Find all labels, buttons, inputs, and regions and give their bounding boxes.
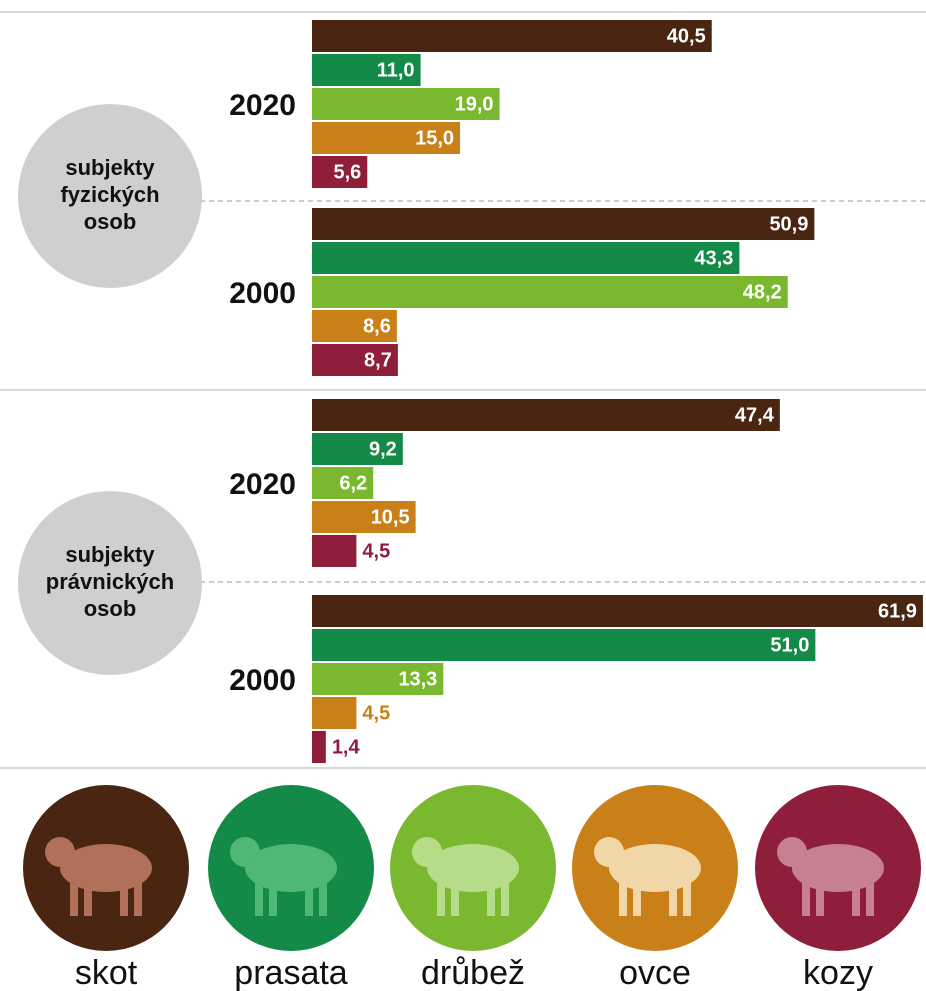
value-label: 48,2 <box>743 281 782 303</box>
icon-leg <box>866 878 874 916</box>
icon-leg <box>487 878 495 916</box>
icon-leg <box>305 878 313 916</box>
animal-icon <box>594 837 701 916</box>
bar <box>312 731 326 763</box>
year-label: 2000 <box>229 277 296 310</box>
animal-icon <box>412 837 519 916</box>
icon-leg <box>816 878 824 916</box>
bar <box>312 242 740 274</box>
value-label: 4,5 <box>362 702 390 724</box>
icon-leg <box>451 878 459 916</box>
group-circle <box>18 491 202 675</box>
value-label: 61,9 <box>878 600 917 622</box>
icon-head <box>594 837 624 867</box>
group-circle <box>18 104 202 288</box>
bar <box>312 344 398 376</box>
icon-leg <box>669 878 677 916</box>
legend-label: prasata <box>234 954 347 991</box>
bar <box>312 399 780 431</box>
bar <box>312 629 816 661</box>
value-label: 4,5 <box>362 540 390 562</box>
bar <box>312 433 403 465</box>
bar <box>312 310 397 342</box>
icon-body <box>427 844 519 892</box>
value-label: 43,3 <box>694 247 733 269</box>
value-label: 13,3 <box>398 668 437 690</box>
icon-leg <box>120 878 128 916</box>
value-label: 15,0 <box>415 127 454 149</box>
icon-head <box>45 837 75 867</box>
icon-leg <box>619 878 627 916</box>
icon-body <box>245 844 337 892</box>
year-label: 2020 <box>229 89 296 122</box>
bar <box>312 535 357 567</box>
value-label: 8,6 <box>363 315 391 337</box>
year-label: 2000 <box>229 664 296 697</box>
icon-leg <box>437 878 445 916</box>
icon-leg <box>852 878 860 916</box>
value-label: 51,0 <box>770 634 809 656</box>
bar <box>312 122 461 154</box>
icon-head <box>777 837 807 867</box>
value-label: 9,2 <box>369 438 397 460</box>
icon-leg <box>269 878 277 916</box>
group-label: subjekty právnických osob <box>46 542 174 621</box>
value-label: 19,0 <box>455 93 494 115</box>
animal-icon <box>45 837 152 916</box>
icon-leg <box>70 878 78 916</box>
bar <box>312 20 712 52</box>
value-label: 11,0 <box>377 59 415 81</box>
bar <box>312 54 421 86</box>
bar <box>312 156 368 188</box>
value-label: 47,4 <box>735 404 775 426</box>
icon-leg <box>319 878 327 916</box>
legend-label: ovce <box>619 954 691 991</box>
bar <box>312 663 444 695</box>
legend-label: kozy <box>803 954 873 991</box>
icon-leg <box>134 878 142 916</box>
value-label: 5,6 <box>333 161 361 183</box>
bar <box>312 467 374 499</box>
value-label: 50,9 <box>769 213 808 235</box>
icon-leg <box>84 878 92 916</box>
icon-body <box>60 844 152 892</box>
bar <box>312 276 788 308</box>
icon-body <box>609 844 701 892</box>
value-label: 8,7 <box>364 349 392 371</box>
bar <box>312 595 923 627</box>
icon-body <box>792 844 884 892</box>
legend-label: drůbež <box>421 954 525 991</box>
bar <box>312 697 357 729</box>
group-label: subjekty fyzických osob <box>60 155 159 234</box>
bar <box>312 501 416 533</box>
animal-icon <box>777 837 884 916</box>
icon-leg <box>802 878 810 916</box>
legend-label: skot <box>75 954 138 991</box>
value-label: 6,2 <box>339 472 367 494</box>
year-label: 2020 <box>229 468 296 501</box>
value-label: 10,5 <box>371 506 410 528</box>
icon-head <box>412 837 442 867</box>
value-label: 1,4 <box>332 736 361 758</box>
icon-leg <box>255 878 263 916</box>
icon-leg <box>501 878 509 916</box>
icon-head <box>230 837 260 867</box>
icon-leg <box>683 878 691 916</box>
value-label: 40,5 <box>667 25 706 47</box>
animal-icon <box>230 837 337 916</box>
icon-leg <box>633 878 641 916</box>
bar <box>312 88 500 120</box>
bar <box>312 208 815 240</box>
